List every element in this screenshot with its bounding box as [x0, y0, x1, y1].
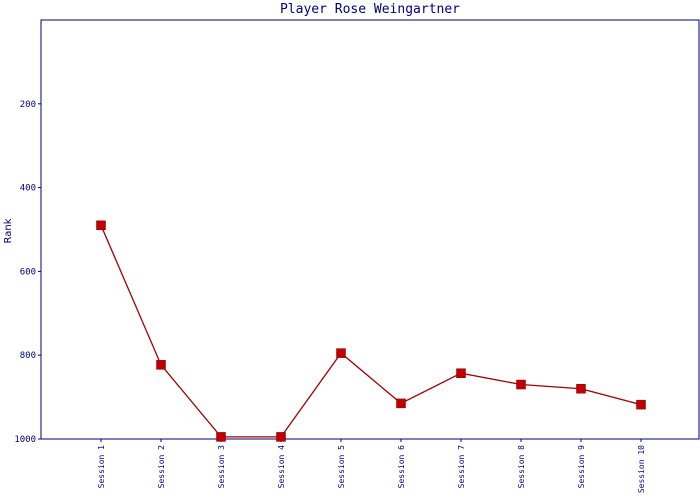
- series-rank: [96, 220, 646, 442]
- data-point-marker: [336, 348, 346, 358]
- y-tick-label: 800: [20, 351, 36, 361]
- x-tick-label: Session 2: [157, 445, 166, 489]
- y-axis-label: Rank: [3, 218, 14, 243]
- chart-title: Player Rose Weingartner: [280, 2, 460, 17]
- plot-area-frame: [40, 19, 700, 440]
- x-tick-label: Session 3: [217, 445, 226, 489]
- data-point-marker: [396, 398, 406, 409]
- data-point-marker: [156, 360, 166, 370]
- data-point-marker: [576, 383, 586, 394]
- data-point-marker: [96, 220, 106, 231]
- y-tick-label: 1000: [14, 435, 36, 445]
- x-tick-label: Session 10: [637, 445, 646, 493]
- y-tick-label: 200: [20, 100, 36, 110]
- data-point-marker: [276, 432, 286, 442]
- data-point-marker: [516, 379, 526, 390]
- x-tick-label: Session 1: [97, 445, 106, 489]
- data-point-marker: [636, 399, 646, 410]
- x-tick-label: Session 8: [517, 445, 526, 489]
- x-tick-label: Session 7: [457, 445, 466, 489]
- series-line: [100, 225, 642, 438]
- y-tick-label: 600: [20, 267, 36, 277]
- x-tick-label: Session 9: [577, 445, 586, 489]
- y-tick-label: 400: [20, 184, 36, 194]
- y-axis-ticks: 200 400 600 800 1000: [14, 100, 41, 445]
- x-tick-label: Session 5: [337, 445, 346, 489]
- x-tick-label: Session 6: [397, 445, 406, 489]
- data-point-marker: [456, 368, 466, 378]
- x-tick-label: Session 4: [277, 445, 286, 489]
- data-point-marker: [216, 432, 226, 442]
